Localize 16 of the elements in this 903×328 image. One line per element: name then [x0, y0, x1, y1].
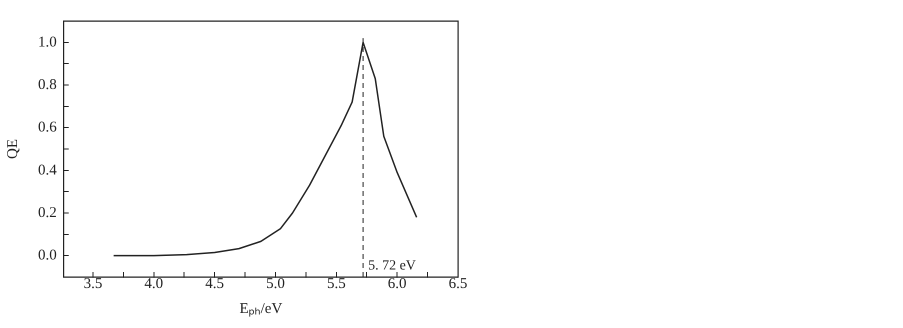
ref-line-label: 5. 72 eV: [368, 258, 416, 274]
x-tick-label: 3.5: [84, 276, 102, 292]
x-tick-label: 4.5: [205, 276, 224, 292]
y-axis-title: QE: [4, 139, 21, 159]
x-axis-title: Eₚₕ/eV: [239, 300, 282, 317]
y-tick-label: 0.6: [38, 120, 58, 136]
x-tick-label: 5.5: [326, 276, 346, 292]
x-tick-label: 4.0: [144, 276, 164, 292]
x-tick-label: 5.0: [266, 276, 285, 292]
x-tick-label: 6.0: [388, 276, 407, 292]
y-tick-label: 0.4: [38, 162, 58, 178]
x-tick-label: 6.5: [448, 276, 468, 292]
y-tick-label: 1.0: [38, 34, 57, 50]
y-tick-label: 0.8: [38, 76, 57, 93]
y-tick-label: 0.0: [38, 248, 57, 264]
y-tick-label: 0.2: [38, 204, 57, 221]
